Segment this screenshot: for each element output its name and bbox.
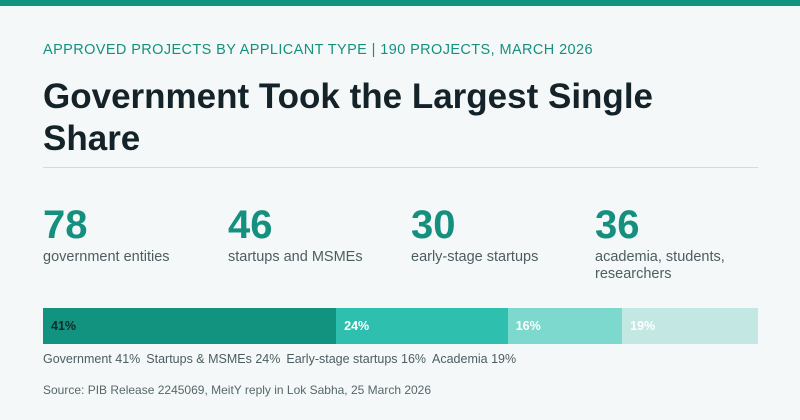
stat-value: 46 bbox=[228, 203, 273, 247]
stat-label: government entities bbox=[43, 249, 170, 265]
stat-value: 36 bbox=[595, 203, 640, 247]
stat-label: academia, students, researchers bbox=[595, 249, 725, 282]
stat-label: early-stage startups bbox=[411, 249, 539, 265]
bar-segment-2: 24% bbox=[336, 308, 508, 344]
legend-item-1: Government 41% bbox=[43, 352, 141, 366]
bar-segment-3: 16% bbox=[507, 308, 623, 344]
stat-startups-msmes: 46 startups and MSMEs bbox=[228, 202, 398, 266]
legend-item-3: Early-stage startups 16% bbox=[286, 352, 427, 366]
stat-government: 78 government entities bbox=[43, 202, 213, 266]
source-note: Source: PIB Release 2245069, MeitY reply… bbox=[43, 383, 432, 397]
legend-item-2: Startups & MSMEs 24% bbox=[146, 352, 281, 366]
legend-item-4: Academia 19% bbox=[432, 352, 517, 366]
chart-legend: Government 41% Startups & MSMEs 24% Early-… bbox=[43, 352, 522, 366]
bar-segment-1: 41% bbox=[43, 308, 337, 344]
data-label: 24% bbox=[344, 319, 370, 333]
stat-early-stage: 30 early-stage startups bbox=[411, 202, 581, 266]
stat-academia: 36 academia, students, researchers bbox=[595, 202, 745, 283]
stat-label: startups and MSMEs bbox=[228, 249, 363, 265]
data-label: 19% bbox=[630, 319, 656, 333]
stat-value: 30 bbox=[411, 203, 456, 247]
data-label: 16% bbox=[515, 319, 541, 333]
chart-kicker: APPROVED PROJECTS BY APPLICANT TYPE | 19… bbox=[43, 42, 593, 58]
bar-segment-4: 19% bbox=[622, 308, 758, 344]
chart-title: Government Took the Largest Single Share bbox=[43, 77, 654, 158]
stat-value: 78 bbox=[43, 203, 88, 247]
divider bbox=[43, 167, 758, 168]
top-accent-bar bbox=[0, 0, 800, 6]
data-label: 41% bbox=[51, 319, 77, 333]
stacked-share-bar: 41% 24% 16% 19% bbox=[43, 308, 758, 344]
